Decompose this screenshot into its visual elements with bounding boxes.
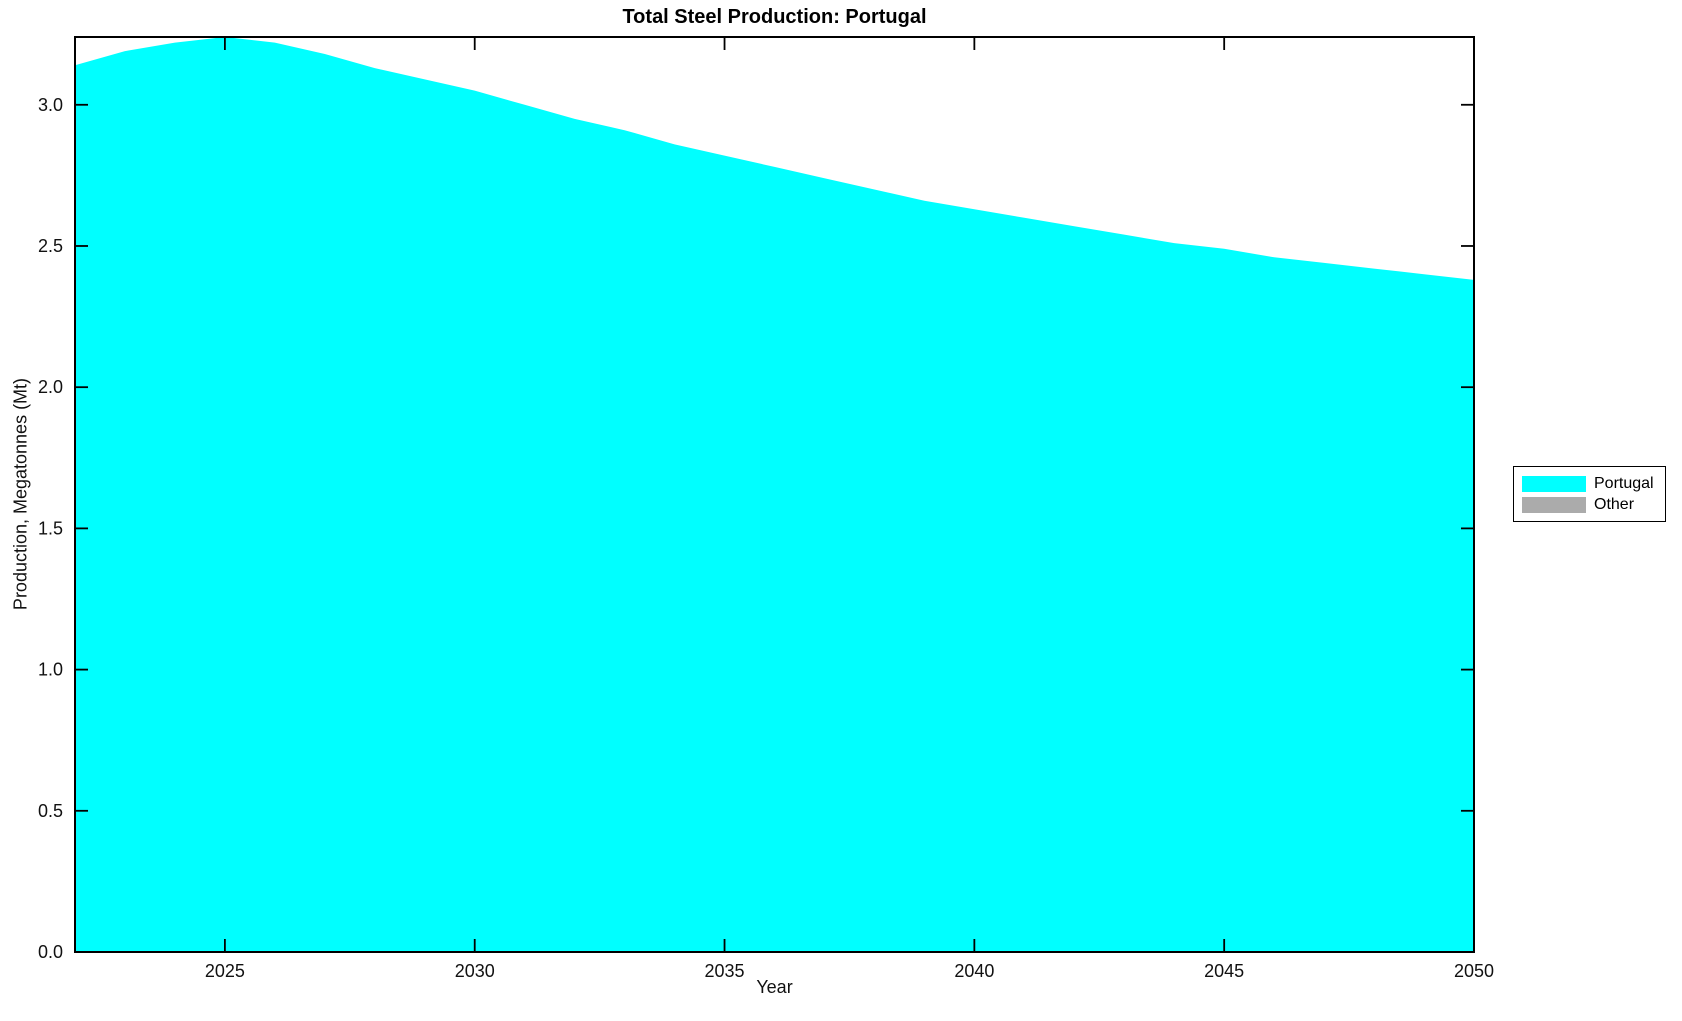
y-tick-label: 2.0 <box>38 377 63 397</box>
x-tick-label: 2025 <box>205 961 245 981</box>
area-series-portugal <box>75 37 1474 952</box>
legend-item-label: Portugal <box>1594 474 1654 492</box>
x-tick-label: 2045 <box>1204 961 1244 981</box>
y-tick-label: 3.0 <box>38 95 63 115</box>
legend: Portugal Other <box>1513 466 1666 522</box>
legend-item-label: Other <box>1594 495 1635 513</box>
x-axis-label: Year <box>756 977 793 997</box>
y-tick-label: 1.0 <box>38 660 63 680</box>
y-tick-label: 2.5 <box>38 236 63 256</box>
x-tick-label: 2040 <box>954 961 994 981</box>
legend-item-other: Other <box>1522 494 1665 515</box>
legend-swatch-other <box>1522 496 1586 513</box>
chart-title: Total Steel Production: Portugal <box>622 6 927 28</box>
legend-item-portugal: Portugal <box>1522 473 1665 494</box>
y-tick-label: 0.0 <box>38 942 63 962</box>
x-tick-label: 2050 <box>1454 961 1494 981</box>
y-tick-label: 1.5 <box>38 518 63 538</box>
x-tick-label: 2030 <box>455 961 495 981</box>
y-axis-label: Production, Megatonnes (Mt) <box>10 377 31 611</box>
legend-swatch-portugal <box>1522 475 1586 492</box>
x-tick-label: 2035 <box>705 961 745 981</box>
plot-box <box>74 36 1475 953</box>
y-tick-label: 0.5 <box>38 801 63 821</box>
